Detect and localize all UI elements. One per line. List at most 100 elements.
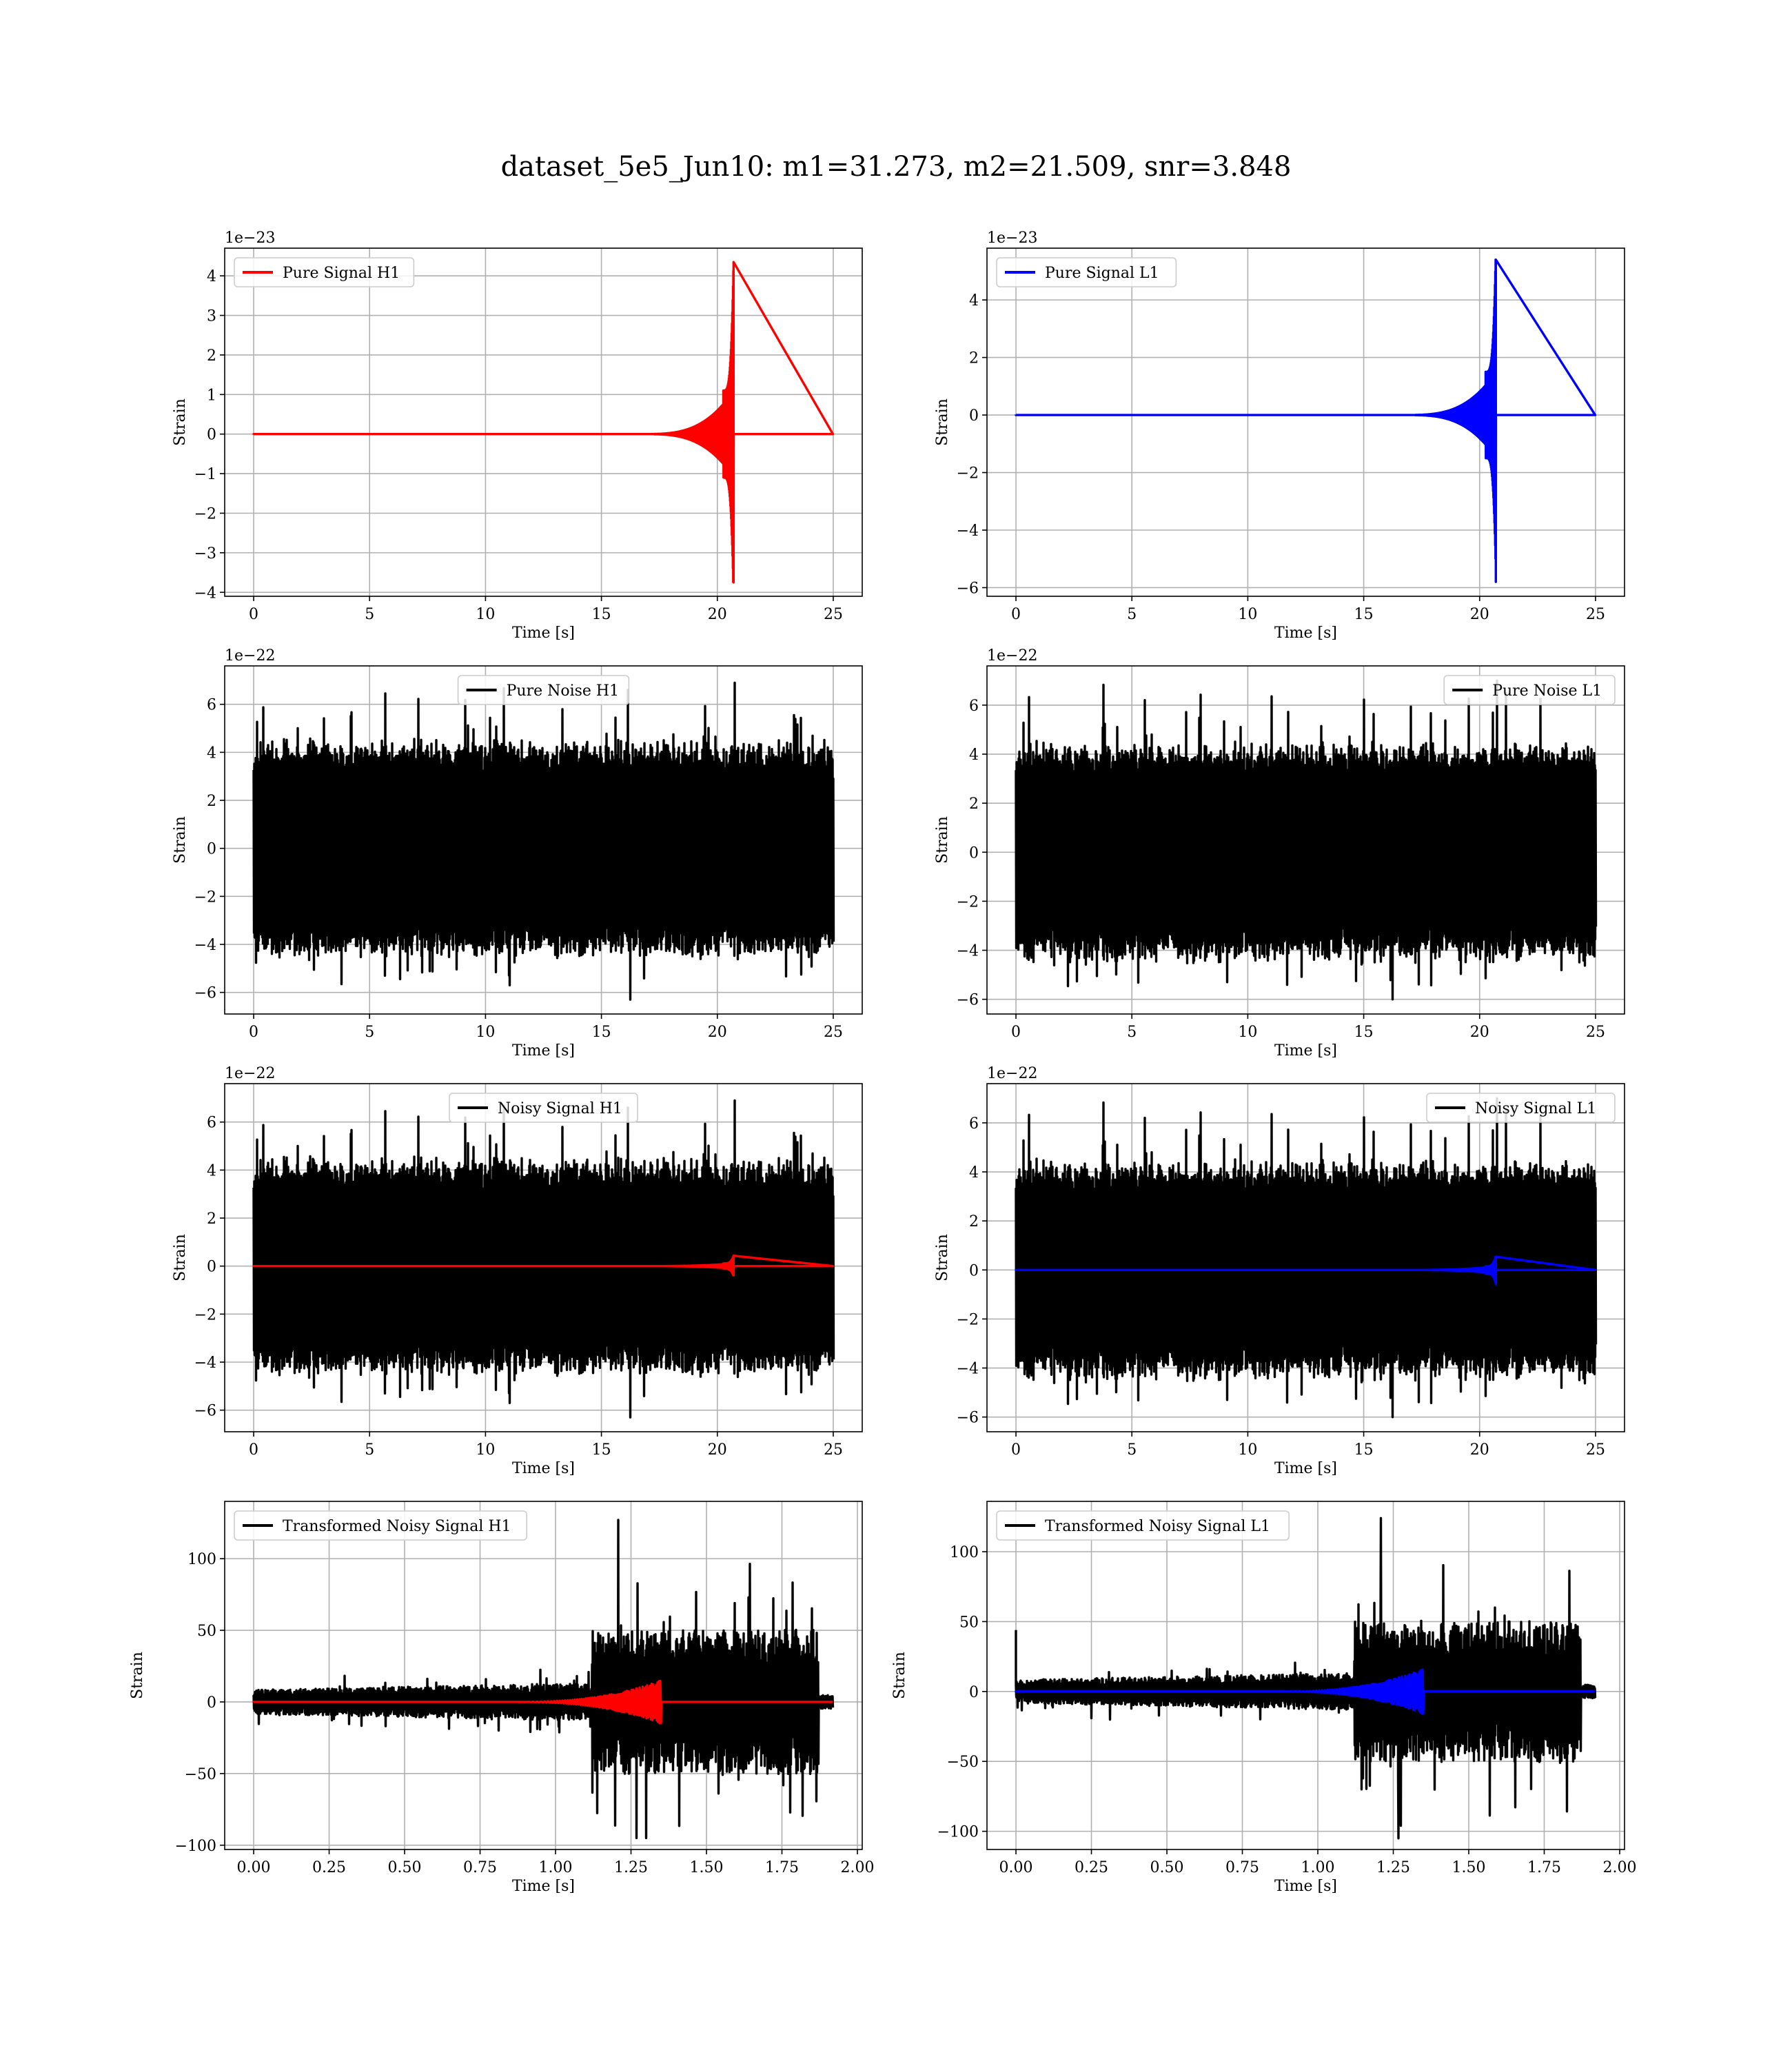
- y-tick-label: −1: [194, 466, 216, 483]
- y-tick-label: −2: [957, 465, 979, 483]
- legend-label: Transformed Noisy Signal H1: [283, 1518, 511, 1535]
- plot-area: [252, 1099, 835, 1419]
- y-tick-label: 0: [969, 407, 979, 425]
- y-axis-label: Strain: [891, 1652, 908, 1699]
- x-tick-label: 0.75: [463, 1859, 497, 1876]
- offset-text: 1e−23: [987, 230, 1037, 247]
- x-tick-label: 0.50: [1150, 1859, 1184, 1876]
- y-tick-label: 6: [969, 1115, 979, 1133]
- offset-text: 1e−22: [987, 1065, 1037, 1082]
- series-line: [1015, 258, 1597, 583]
- x-tick-label: 1.50: [690, 1859, 724, 1876]
- x-tick-label: 1.75: [765, 1859, 799, 1876]
- y-tick-label: −4: [194, 937, 216, 954]
- legend: Transformed Noisy Signal H1: [234, 1510, 528, 1541]
- x-tick-label: 1.75: [1527, 1859, 1561, 1876]
- x-tick-label: 5: [365, 1024, 374, 1041]
- y-tick-label: −2: [194, 889, 216, 906]
- y-tick-label: 50: [197, 1623, 216, 1640]
- y-tick-label: 3: [207, 308, 216, 325]
- y-tick-label: −4: [957, 943, 979, 960]
- axes-frame: [224, 1501, 863, 1850]
- y-tick-label: 0: [969, 1262, 979, 1279]
- y-tick-label: 6: [207, 697, 216, 714]
- axes-frame: [224, 665, 863, 1015]
- legend-box: [457, 675, 630, 705]
- plot-area: [252, 261, 835, 584]
- x-tick-label: 20: [708, 1441, 727, 1459]
- y-tick-label: −6: [957, 580, 979, 597]
- series-line: [252, 681, 835, 1001]
- y-tick-label: 2: [207, 793, 216, 810]
- y-tick-label: −3: [194, 545, 216, 562]
- y-tick-label: −6: [194, 985, 216, 1002]
- axes-frame: [986, 247, 1625, 597]
- x-tick-label: 0: [1011, 1441, 1021, 1459]
- x-tick-label: 15: [592, 1441, 611, 1459]
- x-tick-label: 10: [1238, 1024, 1257, 1041]
- chart-transformed-l1: 0.00 0.25 0.50 0.75 1.00 1.25 1.50 1.75 2.00 −100…: [891, 1501, 1636, 1895]
- x-axis-label: Time [s]: [1274, 625, 1337, 642]
- y-tick-label: −6: [957, 992, 979, 1009]
- legend-box: [1426, 1093, 1616, 1123]
- plot-area: [252, 1519, 835, 1840]
- series-line: [1015, 1517, 1597, 1840]
- y-tick-label: 1: [207, 387, 216, 404]
- y-tick-label: 0: [969, 844, 979, 862]
- x-axis-label: Time [s]: [512, 625, 575, 642]
- x-axis-label: Time [s]: [1274, 1042, 1337, 1060]
- x-tick-label: 25: [1586, 1024, 1605, 1041]
- legend-box: [1443, 675, 1616, 705]
- offset-text: 1e−22: [225, 647, 275, 665]
- legend: Noisy Signal H1: [449, 1093, 638, 1123]
- y-tick-label: −2: [194, 1306, 216, 1324]
- y-tick-label: 2: [207, 347, 216, 365]
- x-tick-label: 15: [1354, 1024, 1374, 1041]
- y-tick-label: 0: [207, 427, 216, 444]
- y-tick-label: 100: [187, 1551, 216, 1568]
- y-tick-label: 6: [969, 698, 979, 715]
- x-tick-label: 2.00: [841, 1859, 875, 1876]
- legend-label: Noisy Signal H1: [498, 1100, 622, 1117]
- y-axis-label: Strain: [172, 816, 189, 864]
- legend: Pure Signal L1: [996, 257, 1177, 287]
- legend-label: Noisy Signal L1: [1475, 1100, 1596, 1117]
- legend-label: Pure Noise L1: [1492, 682, 1602, 700]
- legend-box: [234, 1510, 528, 1541]
- y-tick-label: 2: [207, 1210, 216, 1228]
- y-tick-label: −100: [175, 1838, 216, 1855]
- x-tick-label: 25: [1586, 1441, 1605, 1459]
- series-line: [1015, 679, 1598, 1001]
- series-line: [252, 1679, 834, 1725]
- y-axis-label: Strain: [934, 1234, 951, 1281]
- legend: Noisy Signal L1: [1426, 1093, 1616, 1123]
- y-tick-label: −2: [957, 893, 979, 911]
- x-tick-label: 0.00: [237, 1859, 271, 1876]
- chart-transformed-h1: 0.00 0.25 0.50 0.75 1.00 1.25 1.50 1.75 2.00 −100…: [129, 1501, 874, 1895]
- x-tick-label: 0.50: [388, 1859, 422, 1876]
- offset-text: 1e−22: [987, 647, 1037, 665]
- series-line: [252, 1519, 835, 1840]
- x-axis-label: Time [s]: [512, 1878, 575, 1895]
- y-tick-label: 100: [950, 1544, 979, 1561]
- y-tick-label: 2: [969, 1213, 979, 1230]
- series-line: [1015, 1668, 1596, 1715]
- x-tick-label: 25: [824, 606, 843, 623]
- legend: Pure Noise L1: [1443, 675, 1616, 705]
- x-axis-label: Time [s]: [512, 1460, 575, 1477]
- y-tick-label: 4: [207, 1162, 216, 1179]
- x-tick-label: 25: [824, 1024, 843, 1041]
- legend-label: Pure Signal L1: [1045, 265, 1159, 282]
- y-tick-label: −4: [194, 1355, 216, 1372]
- series-line: [252, 261, 835, 584]
- y-axis-label: Strain: [934, 398, 951, 446]
- legend-box: [449, 1093, 638, 1123]
- legend: Transformed Noisy Signal L1: [996, 1510, 1290, 1541]
- y-tick-label: −2: [957, 1311, 979, 1328]
- y-tick-label: 2: [969, 350, 979, 367]
- x-tick-label: 1.25: [1376, 1859, 1410, 1876]
- axes-frame: [986, 665, 1625, 1015]
- y-tick-label: 4: [969, 1164, 979, 1182]
- axes-frame: [986, 1083, 1625, 1432]
- x-tick-label: 25: [1586, 606, 1605, 623]
